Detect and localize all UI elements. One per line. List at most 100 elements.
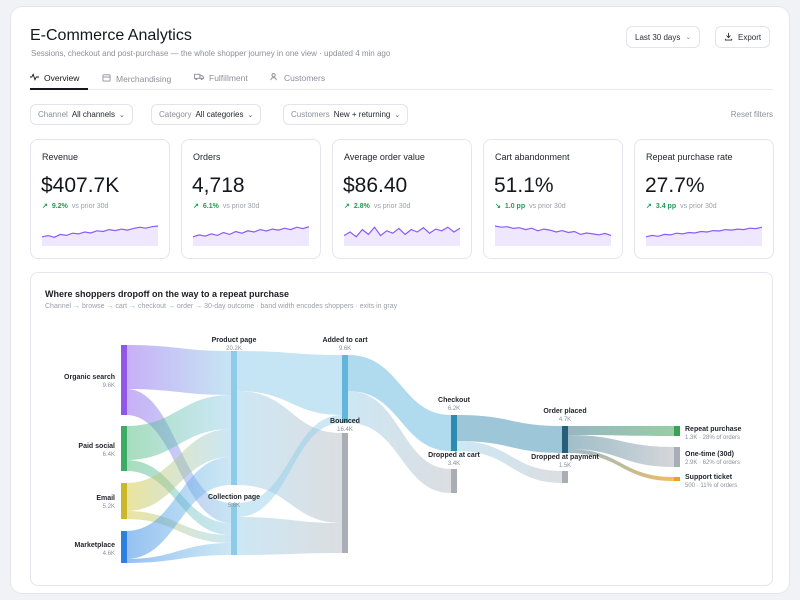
filter-customers-value: New + returning xyxy=(333,110,391,119)
node-value: 6.2K xyxy=(448,406,460,412)
kpi-repeat-purchase-rate[interactable]: Repeat purchase rate 27.7% ↗ 3.4 pp vs p… xyxy=(634,139,774,259)
kpi-delta-value: 6.1% xyxy=(202,202,219,210)
node-order-placed[interactable] xyxy=(562,426,568,453)
node-label: Marketplace xyxy=(75,542,116,549)
node-value: 20.2K xyxy=(226,346,242,352)
kpi-delta: ↗ 3.4 pp vs prior 30d xyxy=(646,202,717,211)
sparkline-area xyxy=(193,226,309,246)
kpi-sparkline xyxy=(41,225,159,246)
node-label: One-time (30d) xyxy=(685,451,734,458)
flow-band xyxy=(126,395,231,460)
flow-band xyxy=(568,435,674,467)
node-product-page[interactable] xyxy=(231,351,237,485)
tab-merchandising[interactable]: Merchandising xyxy=(102,73,171,84)
trend-up-icon: ↗ xyxy=(344,203,350,210)
filter-channel-value: All channels xyxy=(71,110,115,119)
kpi-average-order-value[interactable]: Average order value $86.40 ↗ 2.8% vs pri… xyxy=(332,139,472,259)
node-label: Email xyxy=(96,495,115,502)
date-range-select[interactable]: Last 30 days ⌄ xyxy=(626,26,701,48)
node-value: 1.3K · 28% of orders xyxy=(685,435,740,441)
node-one-time[interactable] xyxy=(674,447,680,467)
node-checkout[interactable] xyxy=(451,415,457,451)
tab-overview[interactable]: Overview xyxy=(30,73,79,83)
flow-band xyxy=(237,391,342,523)
kpi-label: Average order value xyxy=(344,152,425,162)
node-value: 4.7K xyxy=(559,417,571,423)
node-organic-search[interactable] xyxy=(121,345,127,415)
node-dropped-at-cart[interactable] xyxy=(451,469,457,493)
flow-band xyxy=(457,415,562,453)
flow-band xyxy=(126,429,231,511)
filter-channel[interactable]: Channel All channels ⌄ xyxy=(30,104,133,125)
kpi-label: Revenue xyxy=(42,152,79,162)
node-label: Support ticket xyxy=(685,474,733,481)
flow-band xyxy=(126,457,231,559)
tab-customers[interactable]: Customers xyxy=(270,73,325,83)
kpi-cart-abandonment[interactable]: Cart abandonment 51.1% ↘ 1.0 pp vs prior… xyxy=(483,139,623,259)
node-value: 16.4K xyxy=(337,427,353,433)
node-label: Dropped at payment xyxy=(531,454,599,461)
flow-band xyxy=(457,441,562,483)
kpi-delta-value: 1.0 pp xyxy=(504,202,526,210)
kpi-delta-period: vs prior 30d xyxy=(680,202,717,210)
node-label: Checkout xyxy=(438,397,471,404)
kpi-delta-value: 3.4 pp xyxy=(655,202,677,210)
sparkline-line xyxy=(41,225,159,238)
node-label: Organic search xyxy=(64,374,115,381)
kpi-revenue[interactable]: Revenue $407.7K ↗ 9.2% vs prior 30d xyxy=(30,139,170,259)
dropoff-flow-panel: Where shoppers dropoff on the way to a r… xyxy=(30,272,773,586)
node-value: 3.4K xyxy=(448,461,460,467)
download-icon xyxy=(724,32,733,43)
filter-customers[interactable]: Customers New + returning ⌄ xyxy=(283,104,409,125)
kpi-label: Orders xyxy=(193,152,221,162)
export-button[interactable]: Export xyxy=(715,26,771,48)
sankey-diagram: Organic search 9.6K Paid social 6.4K Ema… xyxy=(64,337,742,563)
node-dropped-at-payment[interactable] xyxy=(562,471,568,483)
sparkline-line xyxy=(192,226,310,238)
tab-customers-label: Customers xyxy=(284,73,326,83)
kpi-delta: ↗ 2.8% vs prior 30d xyxy=(344,202,411,211)
kpi-orders[interactable]: Orders 4,718 ↗ 6.1% vs prior 30d xyxy=(181,139,321,259)
trend-up-icon: ↗ xyxy=(193,203,199,210)
node-value: 2.9K · 62% of orders xyxy=(685,460,740,466)
tab-fulfillment[interactable]: Fulfillment xyxy=(194,73,248,83)
flow-band xyxy=(348,391,451,493)
kpi-delta: ↗ 6.1% vs prior 30d xyxy=(193,202,259,211)
node-value: 9.6K xyxy=(103,383,115,389)
node-value: 5.2K xyxy=(103,504,115,510)
node-label: Collection page xyxy=(208,494,260,501)
flow-band xyxy=(568,449,674,481)
node-email[interactable] xyxy=(121,483,127,519)
node-bounced[interactable] xyxy=(342,433,348,553)
node-label: Added to cart xyxy=(322,337,368,344)
kpi-delta-period: vs prior 30d xyxy=(373,202,411,210)
flow-band xyxy=(237,517,342,555)
node-value: 5.6K xyxy=(228,503,240,509)
node-marketplace[interactable] xyxy=(121,531,127,563)
node-label: Bounced xyxy=(330,418,360,425)
node-support-ticket[interactable] xyxy=(674,477,680,481)
node-repeat-purchase[interactable] xyxy=(674,426,680,436)
flow-band xyxy=(126,511,231,543)
sparkline-area xyxy=(344,227,460,246)
node-value: 500 · 11% of orders xyxy=(685,483,737,489)
kpi-sparkline xyxy=(494,225,612,246)
flow-subtitle: Channel → browse → cart → checkout → ord… xyxy=(45,303,398,310)
chevron-down-icon: ⌄ xyxy=(394,111,401,119)
node-paid-social[interactable] xyxy=(121,426,127,471)
node-value: 4.6K xyxy=(103,551,115,557)
node-collection-page[interactable] xyxy=(231,503,237,555)
flow-band xyxy=(568,426,674,436)
reset-filters-link[interactable]: Reset filters xyxy=(730,110,773,119)
kpi-label: Repeat purchase rate xyxy=(646,152,733,162)
tab-bar: Overview Merchandising Fulfillment Custo… xyxy=(30,70,773,90)
filter-category[interactable]: Category All categories ⌄ xyxy=(151,104,262,125)
kpi-label: Cart abandonment xyxy=(495,152,570,162)
node-label: Product page xyxy=(212,337,257,344)
node-label: Paid social xyxy=(78,443,115,450)
flow-band xyxy=(126,345,231,395)
flow-band xyxy=(348,355,451,451)
node-added-to-cart[interactable] xyxy=(342,355,348,423)
sparkline-area xyxy=(646,227,762,246)
filter-channel-label: Channel xyxy=(38,110,68,119)
